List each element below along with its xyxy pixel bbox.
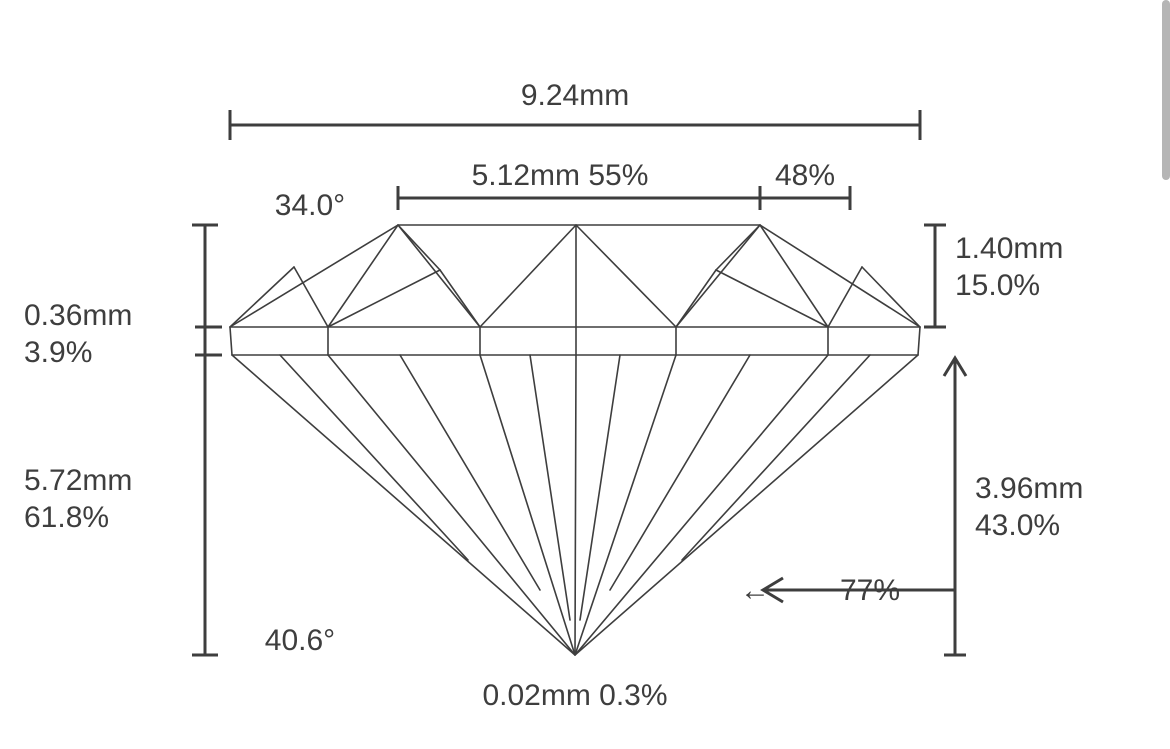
lower-half-label: 77% <box>840 574 900 607</box>
crown-angle-label: 34.0° <box>275 189 345 222</box>
pavilion-depth-pct-label: 43.0% <box>975 509 1060 542</box>
girdle-mm-label: 0.36mm <box>24 299 132 332</box>
arrow-left-icon: ← <box>740 574 770 607</box>
pavilion-depth-dimension: 3.96mm 43.0% <box>944 358 1083 655</box>
crown-height-mm-label: 1.40mm <box>955 232 1063 265</box>
lower-half-dimension: 77% ← <box>740 574 955 607</box>
girdle-dimension: 0.36mm 3.9% <box>24 299 222 369</box>
pavilion-angle-label: 40.6° <box>265 624 335 657</box>
table-dimension: 5.12mm 55% 48% <box>398 159 850 210</box>
girdle-pct-label: 3.9% <box>24 336 92 369</box>
scrollbar[interactable] <box>1162 0 1170 180</box>
total-depth-pct-label: 61.8% <box>24 501 109 534</box>
table-label: 5.12mm 55% <box>472 159 649 192</box>
culet-label: 0.02mm 0.3% <box>482 679 667 712</box>
diamond-proportion-diagram: 9.24mm 5.12mm 55% 48% 34.0° <box>0 0 1170 749</box>
crown-height-pct-label: 15.0% <box>955 269 1040 302</box>
diameter-label: 9.24mm <box>521 79 629 112</box>
star-percent-label: 48% <box>775 159 835 192</box>
crown-height-dimension: 1.40mm 15.0% <box>924 225 1063 327</box>
diameter-dimension: 9.24mm <box>230 79 920 140</box>
pavilion-depth-mm-label: 3.96mm <box>975 472 1083 505</box>
total-depth-dimension: 5.72mm 61.8% <box>24 225 218 655</box>
total-depth-mm-label: 5.72mm <box>24 464 132 497</box>
